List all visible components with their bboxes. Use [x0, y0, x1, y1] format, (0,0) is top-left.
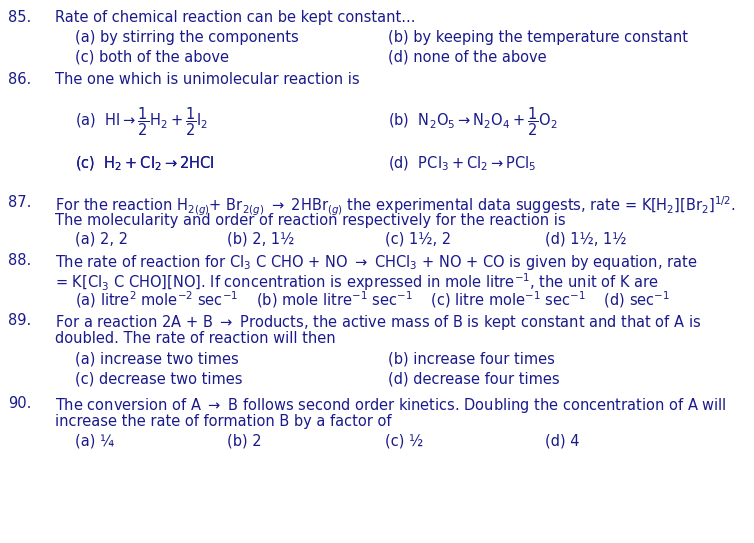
Text: (d) 1½, 1½: (d) 1½, 1½ [545, 232, 627, 247]
Text: 88.: 88. [8, 253, 31, 268]
Text: 90.: 90. [8, 396, 32, 411]
Text: The molecularity and order of reaction respectively for the reaction is: The molecularity and order of reaction r… [55, 213, 566, 228]
Text: doubled. The rate of reaction will then: doubled. The rate of reaction will then [55, 331, 336, 346]
Text: (b)  N$_2$O$_5\rightarrow$N$_2$O$_4+\dfrac{1}{2}$O$_2$: (b) N$_2$O$_5\rightarrow$N$_2$O$_4+\dfra… [388, 105, 557, 137]
Text: The rate of reaction for Cl$_3$ C CHO + NO $\rightarrow$ CHCl$_3$ + NO + CO is g: The rate of reaction for Cl$_3$ C CHO + … [55, 253, 697, 272]
Text: (b) by keeping the temperature constant: (b) by keeping the temperature constant [388, 30, 688, 45]
Text: For the reaction H$_{2(g)}$+ Br$_{2(g)}$ $\rightarrow$ 2HBr$_{(g)}$ the experime: For the reaction H$_{2(g)}$+ Br$_{2(g)}$… [55, 195, 736, 218]
Text: (a) by stirring the components: (a) by stirring the components [75, 30, 299, 45]
Text: (c)  H$_2+$Cl$_2\rightarrow$2HCl: (c) H$_2+$Cl$_2\rightarrow$2HCl [75, 155, 214, 173]
Text: For a reaction 2A + B $\rightarrow$ Products, the active mass of B is kept const: For a reaction 2A + B $\rightarrow$ Prod… [55, 313, 701, 332]
Text: (a) ¼: (a) ¼ [75, 434, 114, 449]
Text: (d) none of the above: (d) none of the above [388, 50, 547, 65]
Text: (b) increase four times: (b) increase four times [388, 352, 555, 367]
Text: 87.: 87. [8, 195, 32, 210]
Text: (c) both of the above: (c) both of the above [75, 50, 229, 65]
Text: (c)  H$_2+$Cl$_2\rightarrow$2HCl: (c) H$_2+$Cl$_2\rightarrow$2HCl [75, 155, 214, 173]
Text: (a) 2, 2: (a) 2, 2 [75, 232, 128, 247]
Text: 86.: 86. [8, 72, 31, 87]
Text: The conversion of A $\rightarrow$ B follows second order kinetics. Doubling the : The conversion of A $\rightarrow$ B foll… [55, 396, 727, 415]
Text: (d)  PCl$_3+$Cl$_2\rightarrow$PCl$_5$: (d) PCl$_3+$Cl$_2\rightarrow$PCl$_5$ [388, 155, 536, 173]
Text: (a) increase two times: (a) increase two times [75, 352, 239, 367]
Text: Rate of chemical reaction can be kept constant...: Rate of chemical reaction can be kept co… [55, 10, 415, 25]
Text: = K[Cl$_3$ C CHO][NO]. If concentration is expressed in mole litre$^{-1}$, the u: = K[Cl$_3$ C CHO][NO]. If concentration … [55, 271, 659, 293]
Text: increase the rate of formation B by a factor of: increase the rate of formation B by a fa… [55, 414, 391, 429]
Text: 85.: 85. [8, 10, 31, 25]
Text: (d) 4: (d) 4 [545, 434, 580, 449]
Text: (c) 1½, 2: (c) 1½, 2 [385, 232, 451, 247]
Text: 89.: 89. [8, 313, 31, 328]
Text: (b) 2, 1½: (b) 2, 1½ [227, 232, 294, 247]
Text: (a) litre$^2$ mole$^{-2}$ sec$^{-1}$    (b) mole litre$^{-1}$ sec$^{-1}$    (c) : (a) litre$^2$ mole$^{-2}$ sec$^{-1}$ (b)… [75, 289, 670, 310]
Text: (a)  HI$\rightarrow\dfrac{1}{2}$H$_2+\dfrac{1}{2}$I$_2$: (a) HI$\rightarrow\dfrac{1}{2}$H$_2+\dfr… [75, 105, 208, 137]
Text: (c) ½: (c) ½ [385, 434, 423, 449]
Text: (b) 2: (b) 2 [227, 434, 262, 449]
Text: (d) decrease four times: (d) decrease four times [388, 372, 559, 387]
Text: The one which is unimolecular reaction is: The one which is unimolecular reaction i… [55, 72, 360, 87]
Text: (c) decrease two times: (c) decrease two times [75, 372, 243, 387]
